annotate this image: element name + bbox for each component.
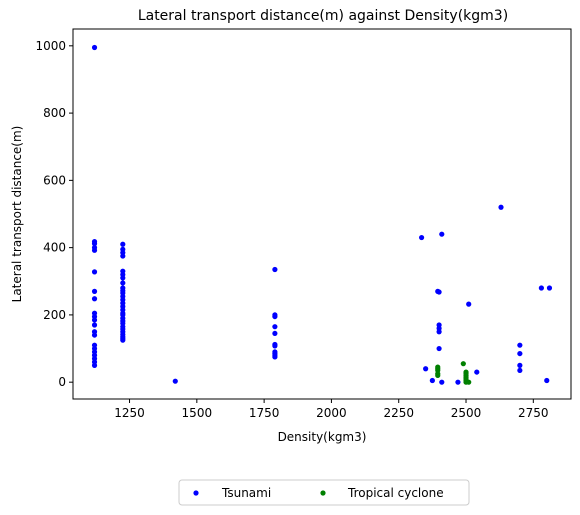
x-tick-label: 2750 (518, 406, 549, 420)
point-tsunami (120, 337, 126, 343)
x-tick-label: 1250 (114, 406, 145, 420)
point-tsunami (436, 345, 442, 352)
point-tropical-cyclone (460, 361, 466, 367)
point-tsunami (120, 253, 126, 259)
point-tsunami (455, 379, 461, 385)
y-tick-label: 1000 (35, 39, 66, 53)
chart-title: Lateral transport distance(m) against De… (138, 8, 508, 24)
x-tick-label: 1500 (182, 406, 213, 420)
point-tropical-cyclone (466, 379, 472, 385)
legend-label-tsunami: Tsunami (221, 486, 271, 500)
point-tsunami (436, 289, 442, 295)
plot-area-frame (72, 28, 572, 400)
point-tsunami (517, 350, 523, 357)
point-tsunami (272, 313, 278, 320)
point-tsunami (91, 322, 98, 328)
legend-label-tropical-cyclone: Tropical cyclone (347, 486, 444, 500)
point-tsunami (272, 330, 278, 337)
point-tropical-cyclone (435, 372, 441, 379)
point-tsunami (517, 367, 523, 374)
point-tsunami (91, 44, 98, 51)
x-tick-label: 2250 (383, 406, 414, 420)
point-tsunami (120, 280, 126, 286)
point-tsunami (91, 247, 98, 253)
y-tick-label: 200 (43, 308, 66, 322)
x-tick-label: 2500 (451, 406, 482, 420)
point-tsunami (91, 269, 98, 275)
y-tick-label: 0 (58, 375, 66, 389)
point-tsunami (272, 266, 278, 273)
point-tsunami (272, 343, 278, 349)
point-tsunami (120, 275, 126, 281)
point-tsunami (91, 317, 98, 323)
x-tick-label: 1750 (249, 406, 280, 420)
point-tsunami (498, 204, 504, 210)
point-tsunami (546, 285, 553, 291)
x-axis-label: Density(kgm3) (278, 430, 367, 444)
point-tsunami (436, 329, 442, 335)
point-tsunami (91, 241, 98, 247)
point-tsunami (439, 379, 445, 385)
x-axis: 1250 1500 1750 2000 2250 2500 2750 (114, 399, 549, 420)
y-axis: 0 200 400 600 800 1000 (35, 39, 73, 389)
y-axis-label: Lateral transport distance(m) (10, 126, 24, 303)
point-tsunami (544, 377, 550, 384)
y-tick-label: 600 (43, 173, 66, 187)
data-points (91, 44, 553, 385)
y-tick-label: 400 (43, 241, 66, 255)
point-tsunami (517, 342, 523, 348)
point-tsunami (91, 332, 98, 338)
point-tsunami (429, 377, 435, 384)
point-tsunami (423, 366, 429, 372)
point-tsunami (91, 288, 98, 294)
legend-marker-tropical-cyclone (320, 490, 326, 496)
point-tsunami (439, 231, 445, 237)
point-tsunami (466, 301, 472, 307)
point-tsunami (419, 234, 425, 241)
point-tsunami (272, 354, 278, 360)
legend: Tsunami Tropical cyclone (178, 479, 470, 506)
point-tsunami (272, 324, 278, 330)
y-tick-label: 800 (43, 106, 66, 120)
legend-marker-tsunami (193, 490, 199, 496)
point-tsunami (474, 369, 480, 375)
x-tick-label: 2000 (316, 406, 347, 420)
point-tsunami (120, 241, 126, 247)
point-tsunami (538, 285, 544, 291)
point-tsunami (172, 378, 178, 384)
point-tsunami (91, 296, 98, 302)
point-tsunami (91, 362, 98, 368)
point-tsunami (517, 362, 523, 368)
